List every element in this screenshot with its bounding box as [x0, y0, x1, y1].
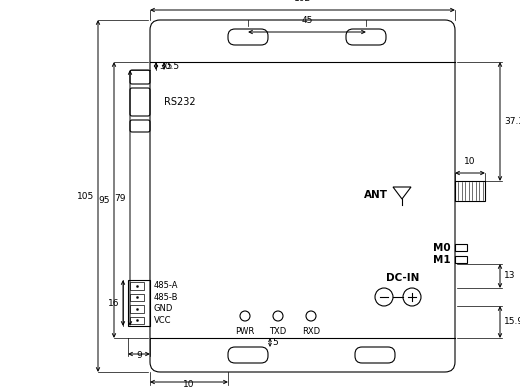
Text: 37.3: 37.3	[504, 117, 520, 126]
Text: 10: 10	[464, 157, 476, 166]
Text: M0: M0	[433, 243, 451, 253]
Text: 79: 79	[114, 194, 126, 203]
Text: 10: 10	[183, 380, 195, 389]
Text: 45: 45	[301, 16, 313, 25]
Text: 9: 9	[136, 351, 142, 360]
Text: 95: 95	[98, 196, 110, 205]
Text: 15.9: 15.9	[504, 318, 520, 327]
Bar	[455, 244, 467, 251]
Text: TXD: TXD	[269, 327, 287, 336]
Text: DC-IN: DC-IN	[386, 273, 420, 283]
Text: M1: M1	[433, 255, 451, 265]
Text: 102: 102	[294, 0, 311, 3]
Text: 5: 5	[272, 338, 278, 347]
Text: 13: 13	[504, 272, 515, 281]
Bar	[128, 280, 150, 326]
Text: RXD: RXD	[302, 327, 320, 336]
Text: 485-A: 485-A	[154, 281, 178, 290]
Text: GND: GND	[154, 304, 173, 313]
Text: PWR: PWR	[236, 327, 255, 336]
Text: 30.5: 30.5	[159, 62, 179, 71]
Text: 16: 16	[108, 298, 119, 307]
Bar	[130, 294, 144, 301]
Text: 485-B: 485-B	[154, 293, 178, 302]
Bar	[455, 256, 467, 263]
Bar	[130, 316, 144, 324]
Text: ANT: ANT	[364, 190, 388, 200]
Text: 5: 5	[166, 62, 171, 71]
Text: RS232: RS232	[164, 97, 196, 107]
Text: 105: 105	[77, 192, 94, 200]
Text: VCC: VCC	[154, 316, 172, 325]
Bar	[130, 282, 144, 290]
Bar	[130, 305, 144, 312]
Bar	[455, 181, 485, 201]
